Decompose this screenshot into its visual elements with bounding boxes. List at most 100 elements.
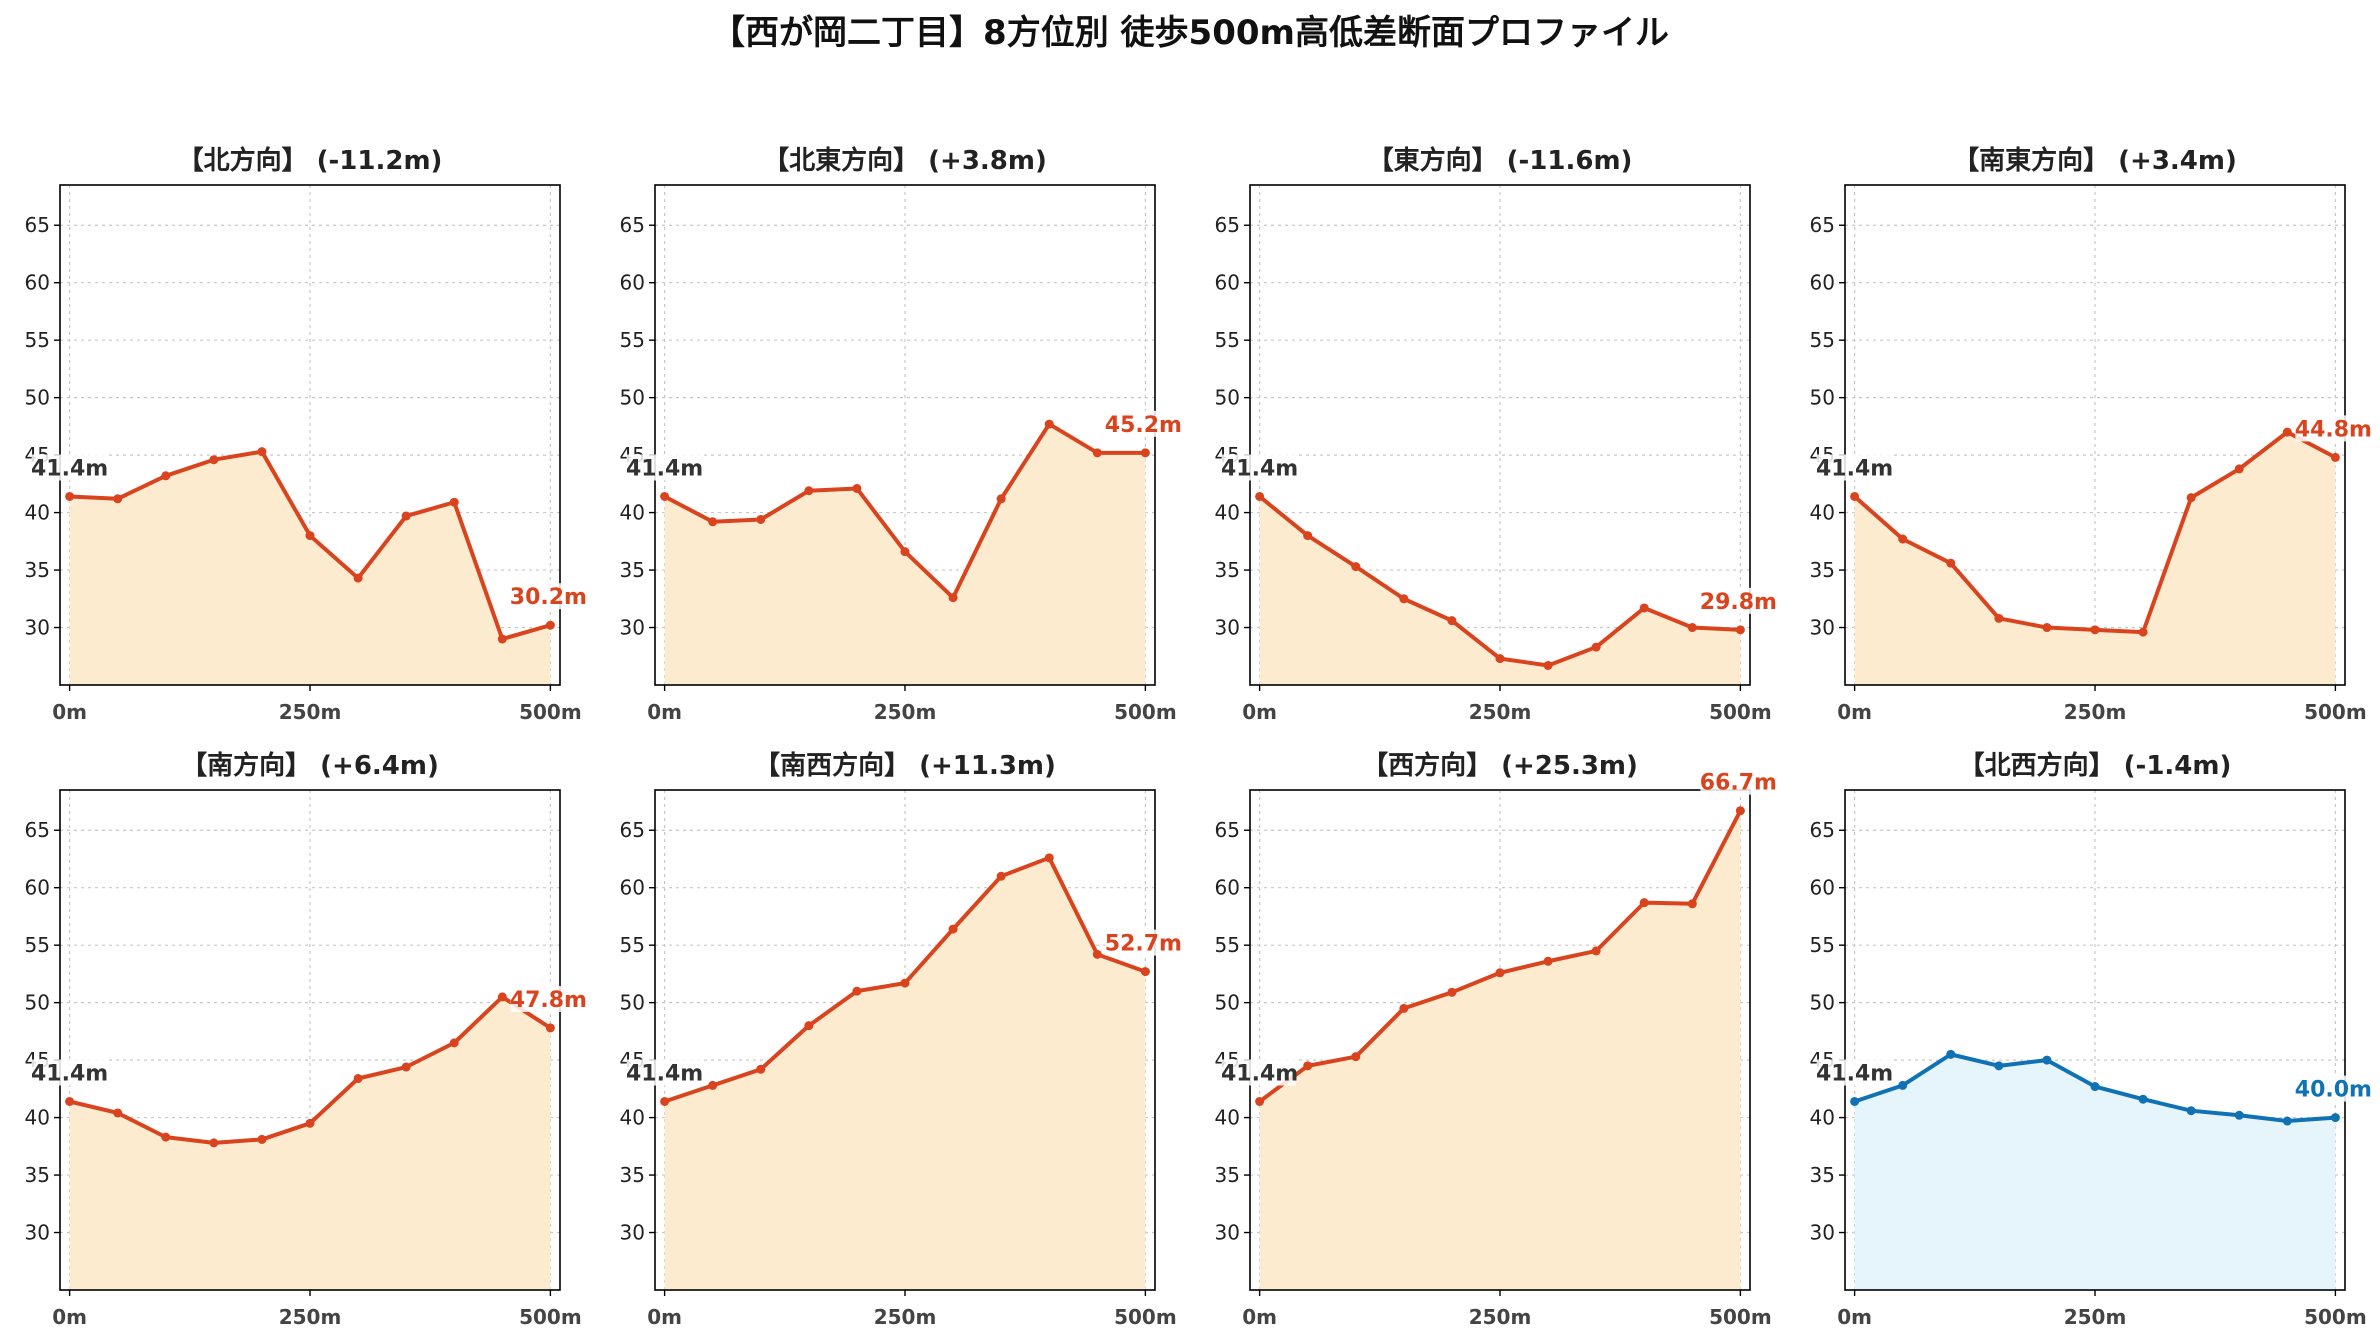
start-label: 41.4m [1221,1061,1298,1086]
data-point [401,1062,411,1072]
end-label: 52.7m [1105,932,1182,957]
data-point [1303,1061,1313,1071]
data-point [305,1118,315,1128]
end-label-bg [1700,587,1779,614]
panel-2: 【北東方向】 (+3.8m)30354045505560650m250m500m… [620,145,1184,724]
data-point [1447,616,1457,626]
panel-title: 【南西方向】 (+11.3m) [754,750,1056,781]
profile-area [69,996,551,1290]
data-point [2186,1106,2196,1116]
data-point [1495,968,1505,978]
x-tick-label: 500m [519,1305,582,1329]
x-tick-label: 500m [2304,700,2367,724]
start-label-bg [626,1059,701,1086]
data-point [2138,627,2148,637]
data-point [2138,1094,2148,1104]
y-tick-label: 55 [1810,933,1835,957]
data-point [161,471,171,481]
end-label-bg [510,985,589,1012]
panel-6: 【南西方向】 (+11.3m)30354045505560650m250m500… [620,750,1184,1329]
data-point [1994,613,2004,623]
data-point [2282,427,2292,437]
x-tick-label: 250m [1469,1305,1532,1329]
data-point [1687,623,1697,633]
end-label-bg [2295,415,2374,442]
panel-5: 【南方向】 (+6.4m)30354045505560650m250m500m4… [25,750,589,1329]
profile-area [1259,496,1741,685]
panel-title: 【南方向】 (+6.4m) [181,750,439,781]
y-tick-label: 30 [620,616,645,640]
start-label-bg [626,454,701,481]
y-tick-label: 60 [1810,876,1835,900]
end-label-bg [2295,1075,2374,1102]
y-tick-label: 40 [620,1106,645,1130]
y-tick-label: 65 [1810,818,1835,842]
start-label-bg [1221,454,1296,481]
data-point [948,924,958,934]
x-tick-label: 0m [1837,700,1872,724]
data-point [2042,623,2052,633]
y-tick-label: 55 [1810,328,1835,352]
x-tick-label: 0m [52,700,87,724]
start-label-bg [1816,454,1891,481]
y-tick-label: 35 [620,1163,645,1187]
data-point [1591,642,1601,652]
data-point [708,517,718,527]
data-point [257,1134,267,1144]
panel-1: 【北方向】 (-11.2m)30354045505560650m250m500m… [25,145,589,724]
data-point [1092,949,1102,959]
y-tick-label: 50 [1215,991,1240,1015]
profile-area [1259,810,1741,1290]
data-point [660,1096,670,1106]
data-point [1140,448,1150,458]
data-point [1850,1096,1860,1106]
start-label: 41.4m [626,1061,703,1086]
data-point [2186,493,2196,503]
y-tick-label: 40 [1215,1106,1240,1130]
data-point [449,497,459,507]
y-tick-label: 30 [25,1221,50,1245]
data-point [900,978,910,988]
data-point [1639,603,1649,613]
data-point [161,1132,171,1142]
panel-title: 【西方向】 (+25.3m) [1362,750,1638,781]
data-point [852,986,862,996]
x-tick-label: 250m [2064,1305,2127,1329]
start-label: 41.4m [31,456,108,481]
start-label: 41.4m [1816,456,1893,481]
end-label-bg [1700,768,1779,795]
y-tick-label: 35 [1215,558,1240,582]
data-point [660,491,670,501]
y-tick-label: 40 [1810,501,1835,525]
y-tick-label: 50 [620,386,645,410]
y-tick-label: 40 [620,501,645,525]
x-tick-label: 500m [519,700,582,724]
y-tick-label: 30 [620,1221,645,1245]
y-tick-label: 50 [25,386,50,410]
y-tick-label: 55 [620,933,645,957]
data-point [996,871,1006,881]
y-tick-label: 60 [620,271,645,295]
data-point [65,491,75,501]
y-tick-label: 60 [25,271,50,295]
x-tick-label: 500m [1114,700,1177,724]
y-tick-label: 40 [1810,1106,1835,1130]
start-label-bg [31,1059,106,1086]
end-label: 29.8m [1700,590,1777,615]
y-tick-label: 55 [1215,328,1240,352]
y-tick-label: 35 [25,1163,50,1187]
data-point [948,593,958,603]
x-tick-label: 250m [874,1305,937,1329]
data-point [1543,956,1553,966]
start-label: 41.4m [31,1061,108,1086]
y-tick-label: 65 [620,213,645,237]
y-tick-label: 65 [1215,818,1240,842]
y-tick-label: 60 [1215,271,1240,295]
y-tick-label: 35 [1810,1163,1835,1187]
start-label-bg [1221,1059,1296,1086]
y-tick-label: 35 [1810,558,1835,582]
x-tick-label: 0m [1242,1305,1277,1329]
data-point [2330,1113,2340,1123]
